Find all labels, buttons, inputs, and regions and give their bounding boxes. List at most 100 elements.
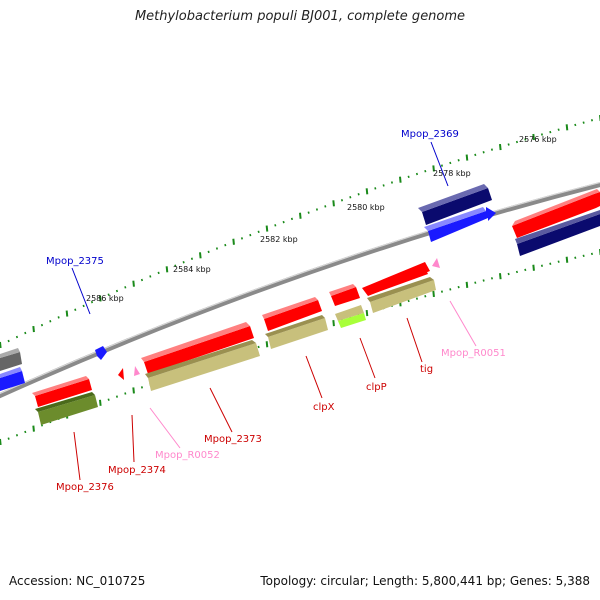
gene-mpop-2376-arrow[interactable] [35, 379, 92, 407]
leader-clpx [305, 355, 323, 399]
scale-label-2576: 2576 kbp [519, 135, 557, 144]
major-tick [0, 438, 2, 446]
gene-clpx-arrow[interactable] [264, 300, 322, 331]
major-tick [232, 238, 235, 245]
minor-tick [240, 237, 244, 240]
gene-mpop-2373-olive[interactable] [148, 343, 260, 391]
major-tick [132, 387, 135, 394]
minor-tick [582, 254, 585, 258]
accession-text: Accession: NC_010725 [9, 574, 146, 588]
minor-tick [457, 159, 460, 162]
gene-block-top-face [265, 315, 325, 337]
gene-clpx-olive[interactable] [268, 318, 328, 349]
scale-label-2586: 2586 kbp [86, 294, 124, 303]
minor-tick [440, 164, 444, 167]
minor-tick [524, 138, 527, 141]
gene-block-top-face [145, 340, 256, 378]
minor-tick [24, 331, 27, 335]
gene-tig-olive[interactable] [370, 280, 436, 313]
trna-mpop-r0051[interactable] [432, 258, 440, 268]
minor-tick [357, 193, 360, 196]
gene-arrow-top-face [424, 207, 486, 231]
minor-tick [290, 217, 294, 221]
label-mpop-2369[interactable]: Mpop_2369 [401, 129, 459, 140]
minor-tick [340, 199, 344, 202]
minor-tick [90, 300, 94, 304]
minor-tick [182, 261, 185, 264]
label-mpop-2375[interactable]: Mpop_2375 [46, 256, 104, 267]
major-tick [265, 225, 269, 232]
minor-tick [349, 196, 352, 199]
gene-mpop-2376-olive[interactable] [38, 395, 98, 425]
minor-tick [515, 140, 519, 144]
gene-arrow-blue-left[interactable] [0, 371, 25, 391]
leader-mpop-2369 [430, 141, 449, 187]
label-clpx[interactable]: clpX [313, 402, 335, 413]
minor-tick [249, 233, 252, 237]
minor-tick [557, 128, 560, 131]
minor-tick [57, 316, 60, 319]
minor-tick [457, 285, 460, 289]
gene-clpp-olive[interactable] [335, 305, 364, 321]
leader-mpop-r0052 [149, 407, 181, 449]
label-mpop-r0052[interactable]: Mpop_R0052 [155, 450, 220, 461]
gene-arrow[interactable] [512, 192, 600, 238]
major-tick [99, 295, 102, 302]
leader-mpop-2375 [71, 267, 91, 315]
gene-mpop-2375[interactable] [95, 346, 107, 360]
label-mpop-r0051[interactable]: Mpop_R0051 [441, 348, 506, 359]
gene-arrow[interactable] [517, 214, 600, 256]
minor-tick [424, 169, 427, 173]
gene-arrow-top-face [262, 297, 318, 319]
gene-block-top-face [418, 184, 488, 212]
gene-clpp-lime[interactable] [338, 313, 366, 328]
label-mpop-2374[interactable]: Mpop_2374 [108, 465, 166, 476]
gene-block-gray[interactable] [0, 352, 22, 371]
minor-tick [507, 272, 510, 276]
trna-mpop-r0052[interactable] [134, 366, 140, 376]
gene-arrow-top-face [0, 367, 22, 378]
major-tick [465, 281, 469, 288]
outer-tick-ring [0, 115, 600, 349]
minor-tick [140, 386, 144, 389]
gene-mpop-2369-block[interactable] [422, 188, 492, 225]
major-tick [365, 309, 369, 317]
scale-label-2582: 2582 kbp [260, 235, 298, 244]
minor-tick [549, 130, 552, 134]
gene-arrow-top-face [141, 322, 250, 362]
genome-backbone-highlight [0, 181, 600, 395]
major-tick [499, 273, 502, 280]
major-tick [499, 143, 502, 151]
label-mpop-2376[interactable]: Mpop_2376 [56, 482, 114, 493]
label-mpop-2373[interactable]: Mpop_2373 [204, 434, 262, 445]
major-tick [332, 320, 335, 327]
gene-mpop-2373-arrow[interactable] [144, 326, 254, 374]
major-tick [532, 133, 535, 141]
minor-tick [515, 270, 519, 274]
label-tig[interactable]: tig [420, 364, 433, 375]
minor-tick [440, 290, 444, 293]
major-tick [465, 154, 469, 161]
minor-tick [524, 268, 527, 272]
gene-clpp-arrow[interactable] [331, 287, 360, 306]
gene-tig-arrow-head [362, 262, 430, 296]
major-tick [432, 165, 435, 172]
minor-tick [24, 430, 27, 434]
major-tick [265, 341, 269, 348]
major-tick [432, 290, 435, 298]
minor-tick [324, 205, 327, 208]
major-tick [299, 212, 302, 219]
minor-tick [115, 289, 119, 293]
minor-tick [157, 271, 160, 275]
minor-tick [40, 323, 44, 327]
label-clpp[interactable]: clpP [366, 382, 387, 393]
minor-tick [574, 123, 577, 127]
reverse-strand-features [32, 258, 440, 425]
scale-labels: 2576 kbp 2578 kbp 2580 kbp 2582 kbp 2584… [86, 135, 557, 303]
minor-tick [257, 345, 260, 349]
leader-mpop-2373 [209, 387, 233, 433]
gene-mpop-2374[interactable] [118, 368, 124, 380]
minor-tick [474, 153, 477, 157]
gene-arrow-blue[interactable] [428, 207, 496, 242]
major-tick [0, 341, 2, 349]
